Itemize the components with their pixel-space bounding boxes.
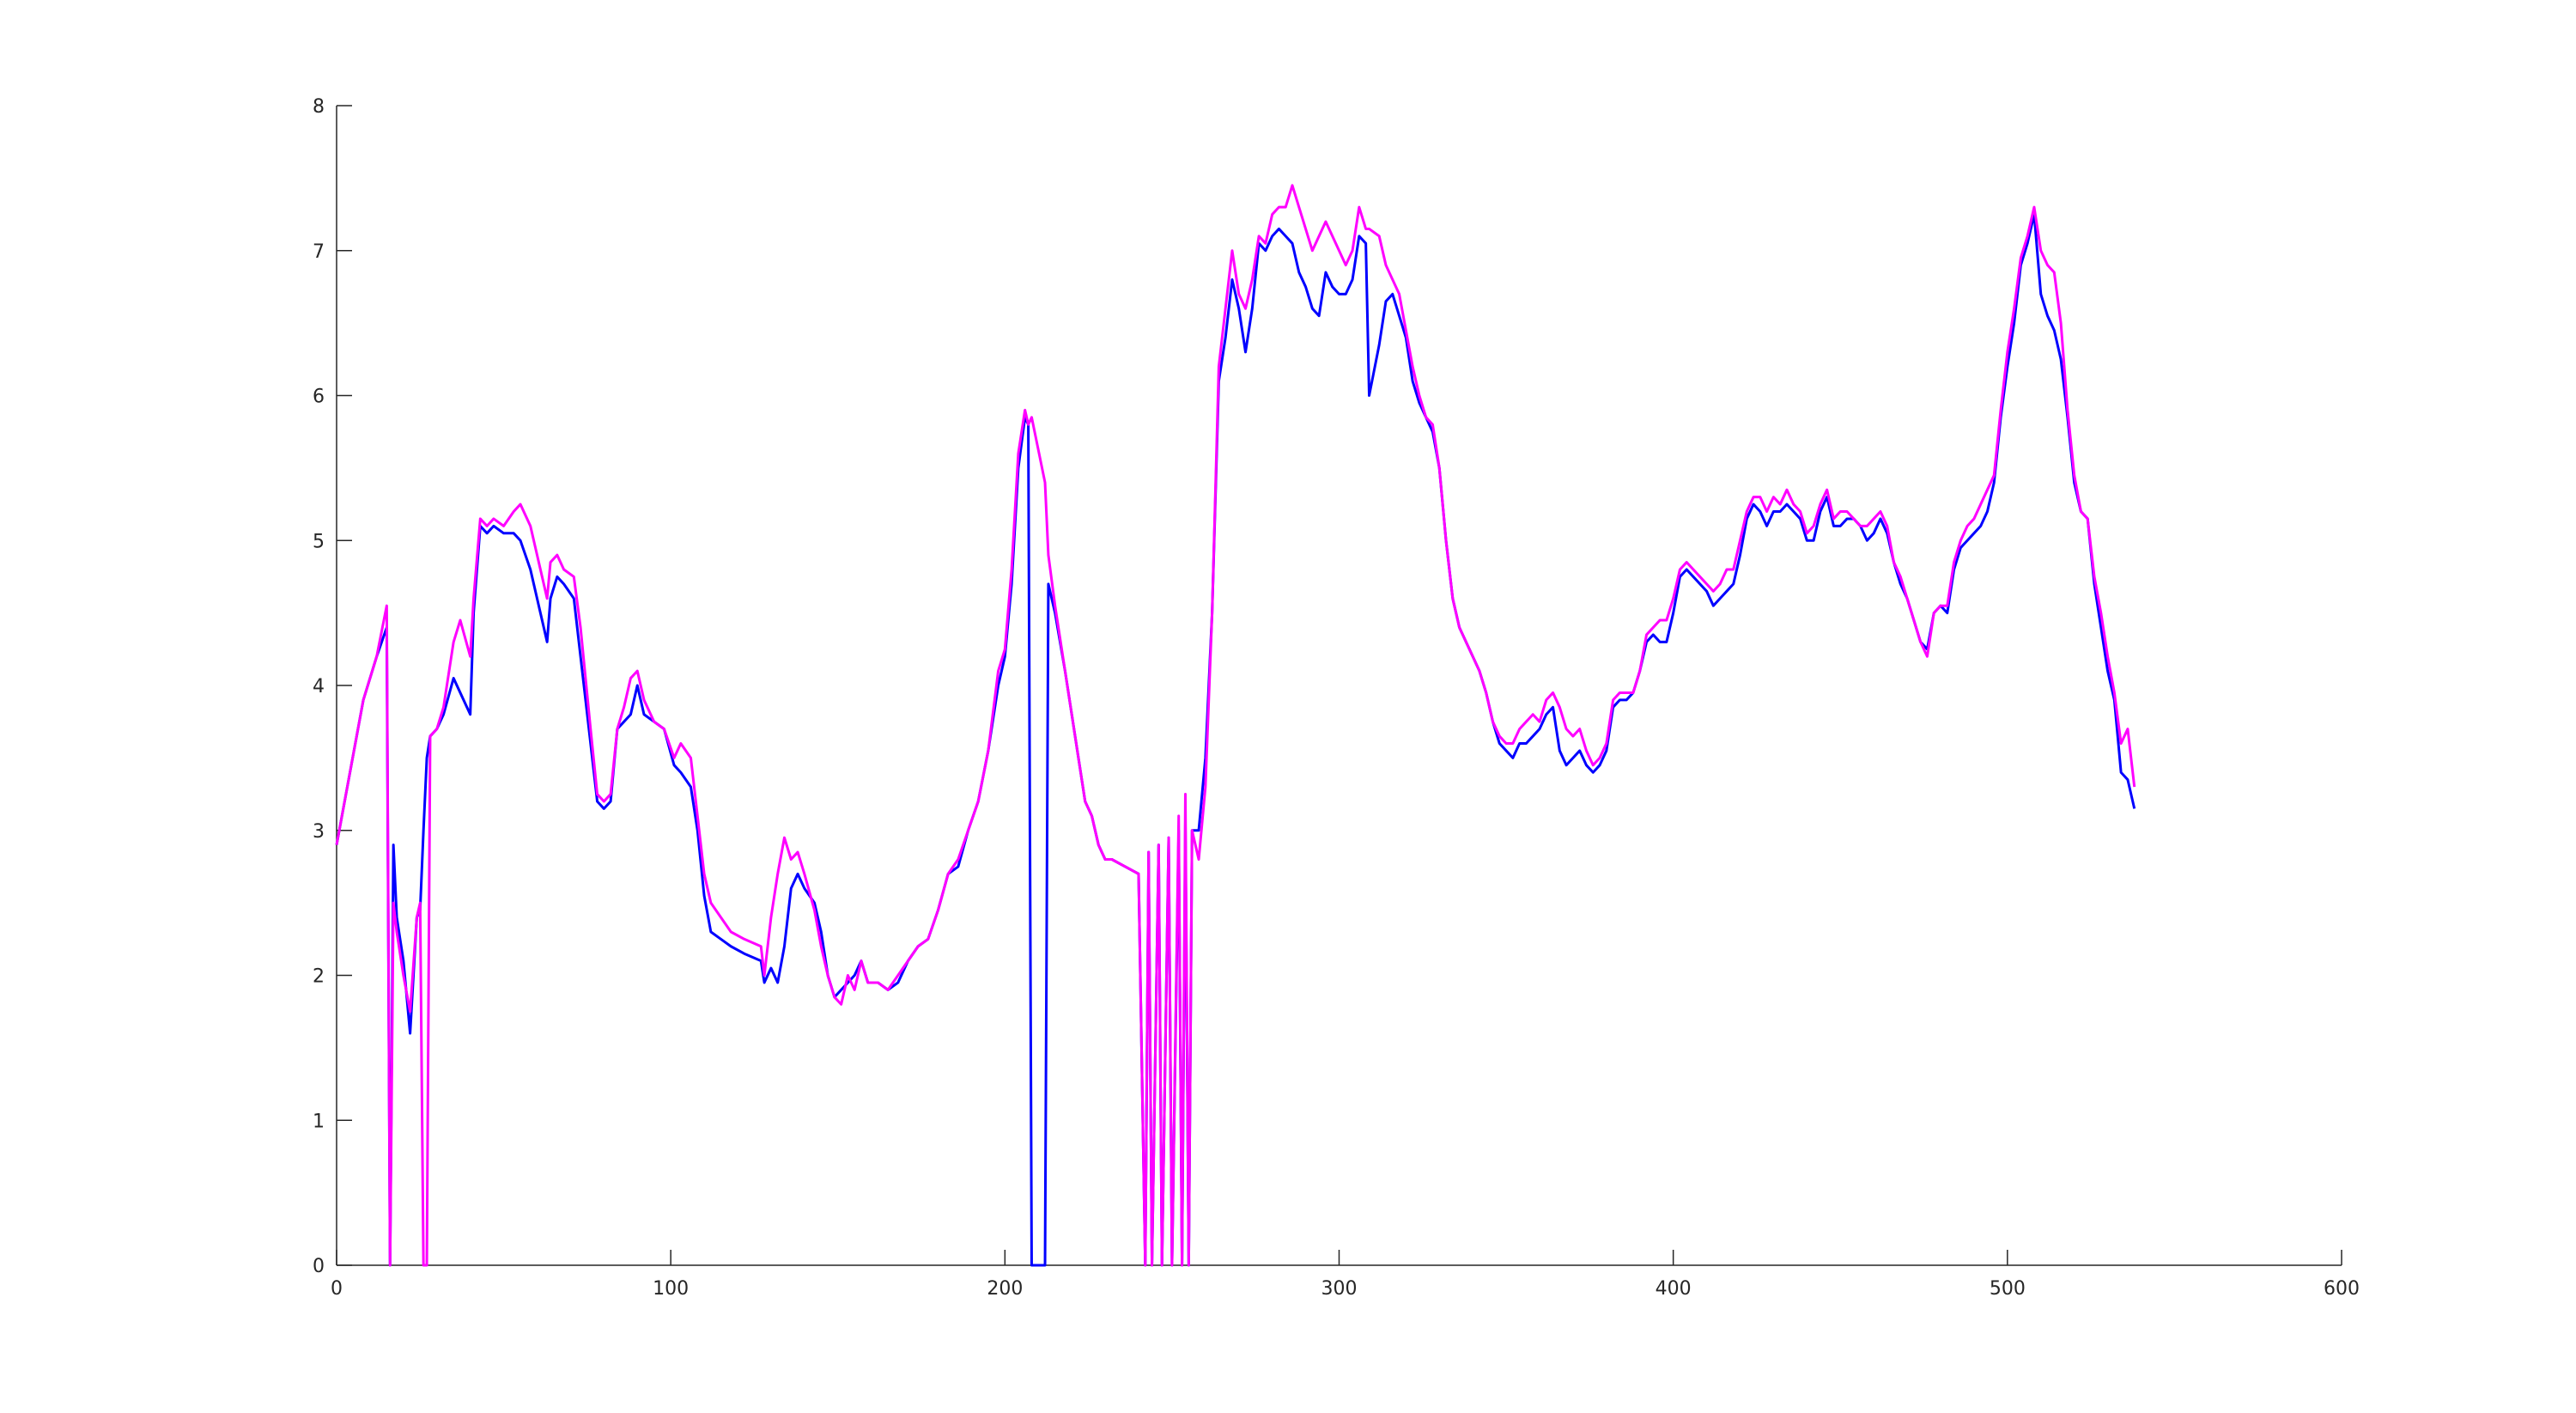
y-tick-label: 8 (313, 96, 325, 118)
data-line (335, 213, 2136, 1267)
x-tick-label: 600 (2324, 1278, 2360, 1300)
data-line (335, 184, 2136, 1267)
y-tick-label: 0 (313, 1256, 325, 1277)
y-tick-label: 1 (313, 1111, 325, 1132)
x-tick-label: 0 (331, 1278, 343, 1300)
x-tick-label: 400 (1656, 1278, 1692, 1300)
y-tick-label: 5 (313, 531, 325, 552)
x-tick-label: 300 (1321, 1278, 1358, 1300)
y-tick-label: 4 (313, 676, 325, 697)
y-tick-label: 2 (313, 966, 325, 988)
x-tick-label: 100 (653, 1278, 689, 1300)
x-tick-label: 500 (1990, 1278, 2026, 1300)
y-tick-label: 7 (313, 241, 325, 263)
x-tick-label: 200 (987, 1278, 1023, 1300)
y-tick-label: 3 (313, 821, 325, 843)
y-tick-label: 6 (313, 387, 325, 408)
